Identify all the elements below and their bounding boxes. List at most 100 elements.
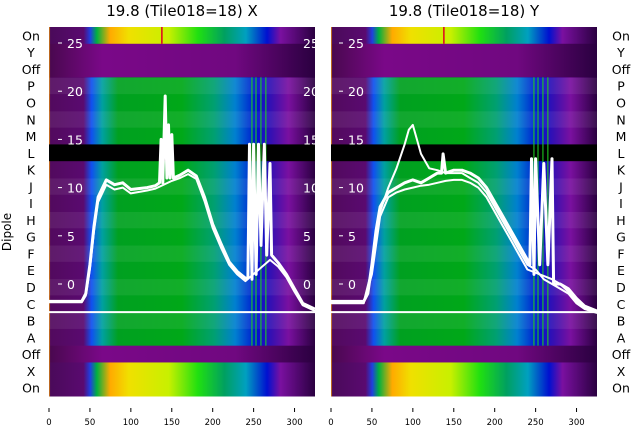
- heatmap-row: [49, 278, 315, 296]
- overlay-tick-label: 0: [67, 277, 75, 292]
- row-label: O: [616, 95, 626, 110]
- row-label: N: [616, 112, 625, 127]
- row-label: F: [27, 246, 34, 261]
- panel-title: 19.8 (Tile018=18) Y: [389, 2, 540, 20]
- heatmap-row: [49, 27, 315, 45]
- overlay-tick-label-twin: 0: [303, 277, 311, 292]
- heatmap-row: [49, 228, 315, 246]
- heatmap-row: [49, 110, 315, 129]
- heatmap-row: [49, 94, 315, 112]
- heatmap-row-blank: [49, 144, 315, 162]
- row-label: On: [22, 381, 40, 396]
- heatmap-row: [331, 278, 597, 296]
- row-label: D: [26, 280, 36, 295]
- heatmap-streak: [547, 77, 549, 346]
- row-label: M: [26, 129, 37, 144]
- heatmap-row: [331, 379, 597, 397]
- heatmap-row: [331, 345, 597, 363]
- row-label: X: [27, 364, 36, 379]
- row-label: I: [29, 196, 33, 211]
- heatmap-row: [49, 127, 315, 145]
- heatmap-row: [331, 312, 597, 330]
- x-tick-label: 300: [568, 418, 584, 428]
- heatmap-row: [331, 94, 597, 112]
- heatmap-spike: [161, 27, 163, 44]
- row-label: C: [617, 297, 626, 312]
- heatmap-row-blank: [331, 144, 597, 162]
- row-label: B: [617, 314, 626, 329]
- x-tick-label: 50: [367, 418, 378, 428]
- row-label: I: [619, 196, 623, 211]
- heatmap-row: [49, 362, 315, 380]
- x-tick-label: 150: [164, 418, 180, 428]
- row-label: Off: [22, 62, 41, 77]
- row-label: On: [612, 381, 630, 396]
- row-label: On: [22, 28, 40, 43]
- overlay-tick-label-twin: 20: [303, 84, 319, 99]
- row-label: L: [618, 146, 625, 161]
- row-label: D: [616, 280, 626, 295]
- heatmap-row: [49, 60, 315, 78]
- row-label: K: [27, 163, 36, 178]
- heatmap-row: [331, 328, 597, 347]
- x-tick-label: 200: [487, 418, 503, 428]
- row-label: B: [27, 314, 36, 329]
- overlay-tick-label: 20: [67, 84, 83, 99]
- row-label: Off: [612, 62, 631, 77]
- overlay-tick-label: 10: [348, 181, 364, 196]
- overlay-tick-label: 5: [348, 229, 356, 244]
- heatmap-spike: [443, 27, 445, 44]
- row-label: J: [618, 179, 623, 194]
- x-tick-label: 250: [527, 418, 543, 428]
- x-tick-label: 0: [328, 418, 333, 428]
- row-label: H: [26, 213, 35, 228]
- heatmap-row: [331, 110, 597, 129]
- heatmap-row: [49, 194, 315, 212]
- series-line-Y-2: [331, 123, 598, 314]
- heatmap-row: [49, 328, 315, 347]
- row-label: L: [28, 146, 35, 161]
- heatmap-row: [49, 345, 315, 363]
- panel-x: 19.8 (Tile018=18) X On Y Off PONMLKJIHGFEDCB…: [22, 2, 316, 428]
- series-line-Y-3: [331, 178, 598, 314]
- row-label: M: [616, 129, 627, 144]
- heatmap-row: [331, 60, 597, 78]
- row-label: G: [616, 230, 626, 245]
- row-label: J: [28, 179, 33, 194]
- heatmap-row: [49, 295, 315, 313]
- overlay-tick-label: 25: [67, 36, 83, 51]
- x-tick-label: 100: [405, 418, 421, 428]
- heatmap-row: [49, 211, 315, 229]
- heatmap-row: [331, 127, 597, 145]
- overlay-tick-label-twin: 15: [303, 132, 319, 147]
- row-label: P: [27, 79, 35, 94]
- heatmap-row: [331, 43, 597, 62]
- row-label: G: [26, 230, 36, 245]
- heatmap-row: [49, 77, 315, 95]
- heatmap-row: [331, 295, 597, 313]
- x-tick-label: 100: [123, 418, 139, 428]
- overlay-tick-label-twin: 25: [303, 36, 319, 51]
- row-label: K: [617, 163, 626, 178]
- row-label: Y: [616, 45, 625, 60]
- x-tick-label: 300: [286, 418, 302, 428]
- row-label: N: [26, 112, 35, 127]
- row-label: P: [617, 79, 625, 94]
- heatmap-row: [331, 245, 597, 263]
- panel-y: 19.8 (Tile018=18) Y On Y Off PONMLKJIHGFEDCB…: [328, 2, 630, 428]
- heatmap-row: [49, 43, 315, 62]
- heatmap-row: [331, 27, 597, 45]
- heatmap-row: [49, 161, 315, 179]
- row-label: X: [617, 364, 626, 379]
- row-label: C: [27, 297, 36, 312]
- series-line-X-2: [49, 173, 316, 312]
- overlay-tick-label: 5: [67, 229, 75, 244]
- heatmap-row: [49, 379, 315, 397]
- panel-title: 19.8 (Tile018=18) X: [106, 2, 257, 20]
- heatmap-row: [331, 211, 597, 229]
- heatmap-row: [331, 362, 597, 380]
- overlay-tick-label: 20: [348, 84, 364, 99]
- overlay-tick-label: 15: [67, 132, 83, 147]
- heatmap-row: [331, 228, 597, 246]
